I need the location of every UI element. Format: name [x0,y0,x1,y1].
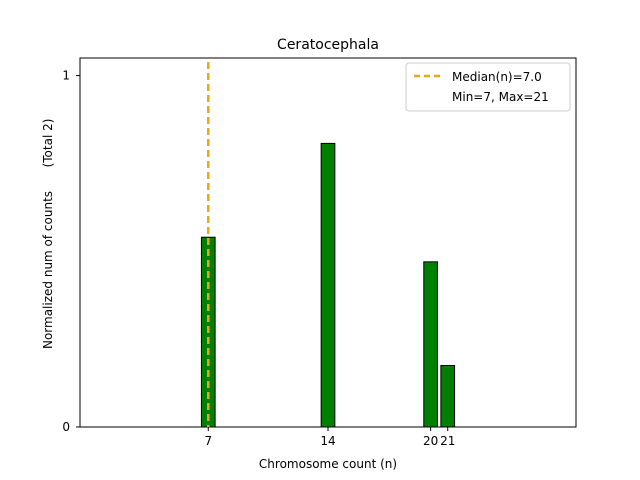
bar-n-21 [440,365,456,428]
y-axis-label: Normalized num of counts [41,191,55,349]
legend: Median(n)=7.0 Min=7, Max=21 [405,62,571,112]
y-axis-ticks: 01 [62,69,80,434]
y-tick-label: 1 [62,69,70,83]
legend-median-text: Median(n)=7.0 [452,70,542,84]
legend-minmax-text: Min=7, Max=21 [452,90,549,104]
x-tick-label: 20 [423,434,438,448]
y-tick-label: 0 [62,420,70,434]
legend-box [405,62,571,112]
x-axis-label: Chromosome count (n) [259,457,397,471]
x-axis-ticks: 7 14 20 21 [204,427,455,448]
x-tick-label: 7 [204,434,212,448]
x-tick-label: 21 [440,434,455,448]
y-axis-total-label: (Total 2) [41,119,55,168]
chart-title: Ceratocephala [277,37,379,53]
bar-n-14 [320,142,336,428]
bar-n-20 [423,261,438,428]
x-tick-label: 14 [320,434,335,448]
